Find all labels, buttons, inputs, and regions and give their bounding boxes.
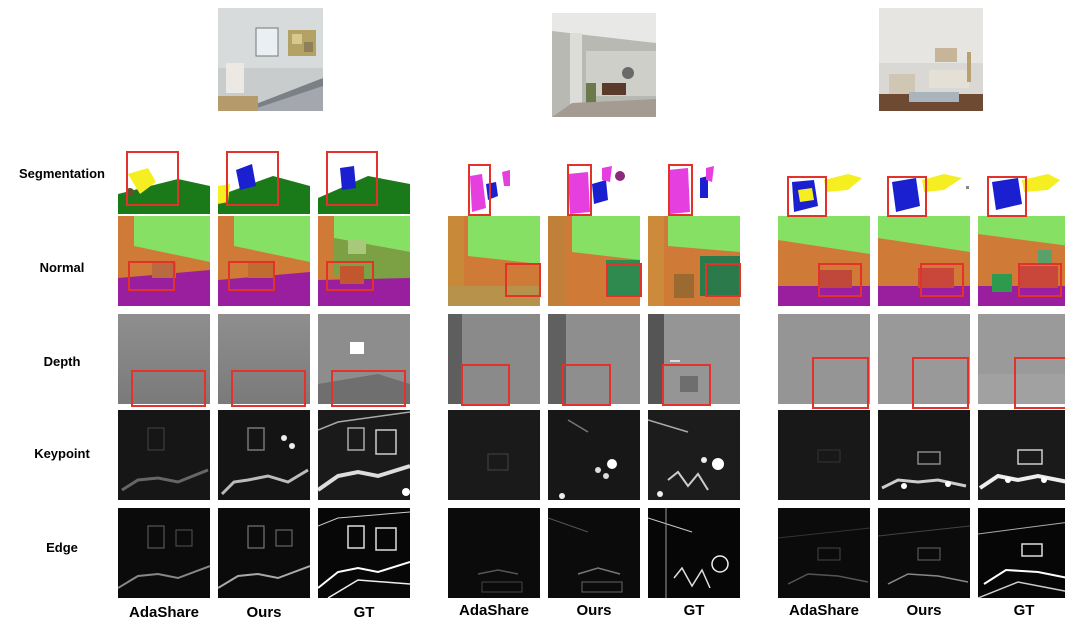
normal-living-adashare [778, 216, 870, 306]
seg-bedroom-gt [318, 124, 410, 214]
seg-bedroom-adashare [118, 124, 210, 214]
row-label-edge: Edge [46, 540, 78, 555]
highlight-box [987, 176, 1027, 217]
seg-living-ours [878, 124, 970, 214]
highlight-box [326, 261, 374, 291]
highlight-box [1014, 357, 1065, 409]
edge-bedroom-gt [318, 508, 410, 598]
depth-living-adashare [778, 314, 870, 404]
highlight-box [461, 364, 510, 406]
normal-dining-gt [648, 216, 740, 306]
seg-living-gt [978, 124, 1065, 214]
seg-living-adashare [778, 124, 870, 214]
keypoint-dining-adashare [448, 410, 540, 500]
seg-bedroom-ours [218, 124, 310, 214]
row-label-keypoint: Keypoint [34, 446, 90, 461]
highlight-box [326, 151, 378, 206]
column-label-ours: Ours [576, 602, 612, 619]
highlight-box [562, 364, 611, 406]
rgb-image-dining-room [552, 13, 656, 117]
depth-bedroom-gt [318, 314, 410, 404]
row-label-depth: Depth [43, 354, 81, 369]
highlight-box [818, 263, 862, 297]
highlight-box [668, 164, 693, 216]
highlight-box [787, 176, 827, 217]
row-label-normal: Normal [39, 260, 85, 275]
depth-dining-adashare [448, 314, 540, 404]
column-label-adashare: AdaShare [128, 604, 200, 621]
highlight-box [226, 151, 279, 206]
highlight-box [912, 357, 969, 409]
highlight-box [126, 151, 179, 206]
keypoint-living-gt [978, 410, 1065, 500]
column-label-ours: Ours [246, 604, 282, 621]
edge-bedroom-adashare [118, 508, 210, 598]
highlight-box [505, 263, 541, 297]
keypoint-dining-gt [648, 410, 740, 500]
normal-dining-ours [548, 216, 640, 306]
column-label-ours: Ours [906, 602, 942, 619]
highlight-box [128, 261, 175, 291]
normal-living-ours [878, 216, 970, 306]
edge-dining-adashare [448, 508, 540, 598]
highlight-box [1018, 263, 1062, 297]
seg-dining-gt [648, 124, 740, 214]
highlight-box [705, 263, 741, 297]
highlight-box [567, 164, 592, 216]
depth-living-gt [978, 314, 1065, 404]
highlight-box [231, 370, 306, 407]
column-label-adashare: AdaShare [788, 602, 860, 619]
edge-dining-ours [548, 508, 640, 598]
highlight-box [131, 370, 206, 407]
keypoint-bedroom-ours [218, 410, 310, 500]
edge-living-adashare [778, 508, 870, 598]
highlight-box [812, 357, 869, 409]
keypoint-bedroom-gt [318, 410, 410, 500]
depth-living-ours [878, 314, 970, 404]
highlight-box [331, 370, 406, 407]
keypoint-living-adashare [778, 410, 870, 500]
column-label-adashare: AdaShare [458, 602, 530, 619]
depth-bedroom-adashare [118, 314, 210, 404]
keypoint-living-ours [878, 410, 970, 500]
depth-bedroom-ours [218, 314, 310, 404]
column-label-gt: GT [353, 604, 375, 621]
seg-dining-adashare [448, 124, 540, 214]
edge-bedroom-ours [218, 508, 310, 598]
seg-dining-ours [548, 124, 640, 214]
column-label-gt: GT [1013, 602, 1035, 619]
highlight-box [606, 263, 642, 297]
highlight-box [887, 176, 927, 217]
highlight-box [920, 263, 964, 297]
keypoint-bedroom-adashare [118, 410, 210, 500]
highlight-box [662, 364, 711, 406]
edge-dining-gt [648, 508, 740, 598]
edge-living-ours [878, 508, 970, 598]
keypoint-dining-ours [548, 410, 640, 500]
highlight-box [468, 164, 491, 216]
highlight-box [228, 261, 275, 291]
row-label-segmentation: Segmentation [19, 166, 105, 181]
rgb-image-bedroom [218, 8, 323, 111]
column-label-gt: GT [683, 602, 705, 619]
normal-living-gt [978, 216, 1065, 306]
edge-living-gt [978, 508, 1065, 598]
rgb-image-living-room [879, 8, 983, 111]
normal-dining-adashare [448, 216, 540, 306]
